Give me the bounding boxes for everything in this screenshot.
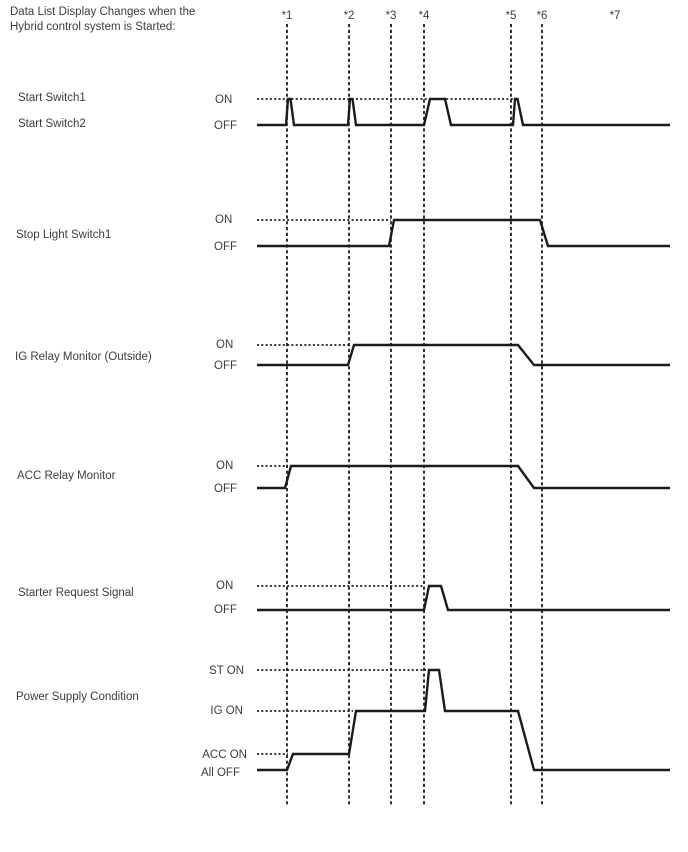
diagram-title-line1: Data List Display Changes when the <box>10 6 196 18</box>
signal-name-label: Power Supply Condition <box>16 691 139 703</box>
signal-level-label: ACC ON <box>202 749 247 761</box>
diagram-title-line2: Hybrid control system is Started: <box>10 21 176 33</box>
signal-level-label: OFF <box>214 483 237 495</box>
signal-name-label: IG Relay Monitor (Outside) <box>15 351 152 363</box>
signal-name-label: ACC Relay Monitor <box>17 470 116 482</box>
timeline-marker-label: *3 <box>386 10 397 22</box>
diagram-title: Data List Display Changes when the Hybri… <box>10 5 195 35</box>
waveform-line <box>257 218 670 248</box>
signal-level-label: ON <box>215 94 232 106</box>
waveform-line <box>257 464 670 490</box>
waveform-line <box>257 668 670 772</box>
signal-level-label: IG ON <box>210 705 243 717</box>
waveform-line <box>257 584 670 612</box>
signal-name-label: Starter Request Signal <box>18 587 134 599</box>
signal-name-label: Start Switch1 <box>18 92 86 104</box>
timeline-marker-label: *6 <box>537 10 548 22</box>
timeline-marker-label: *2 <box>344 10 355 22</box>
timeline-marker-label: *7 <box>610 10 621 22</box>
waveform-line <box>257 97 670 127</box>
signal-level-label: ON <box>216 580 233 592</box>
signal-level-label: OFF <box>214 604 237 616</box>
signal-level-label: ON <box>216 339 233 351</box>
signal-level-label: OFF <box>214 360 237 372</box>
signal-name-label: Stop Light Switch1 <box>16 229 111 241</box>
signal-level-label: ST ON <box>209 665 244 677</box>
timeline-marker-label: *5 <box>506 10 517 22</box>
signal-level-label: OFF <box>214 241 237 253</box>
signal-level-label: ON <box>216 460 233 472</box>
waveform-line <box>257 343 670 367</box>
timeline-marker-label: *1 <box>282 10 293 22</box>
signal-level-label: ON <box>215 214 232 226</box>
signal-level-label: All OFF <box>201 767 240 779</box>
timeline-marker-label: *4 <box>419 10 430 22</box>
signal-name-label: Start Switch2 <box>18 118 86 130</box>
signal-level-label: OFF <box>214 120 237 132</box>
